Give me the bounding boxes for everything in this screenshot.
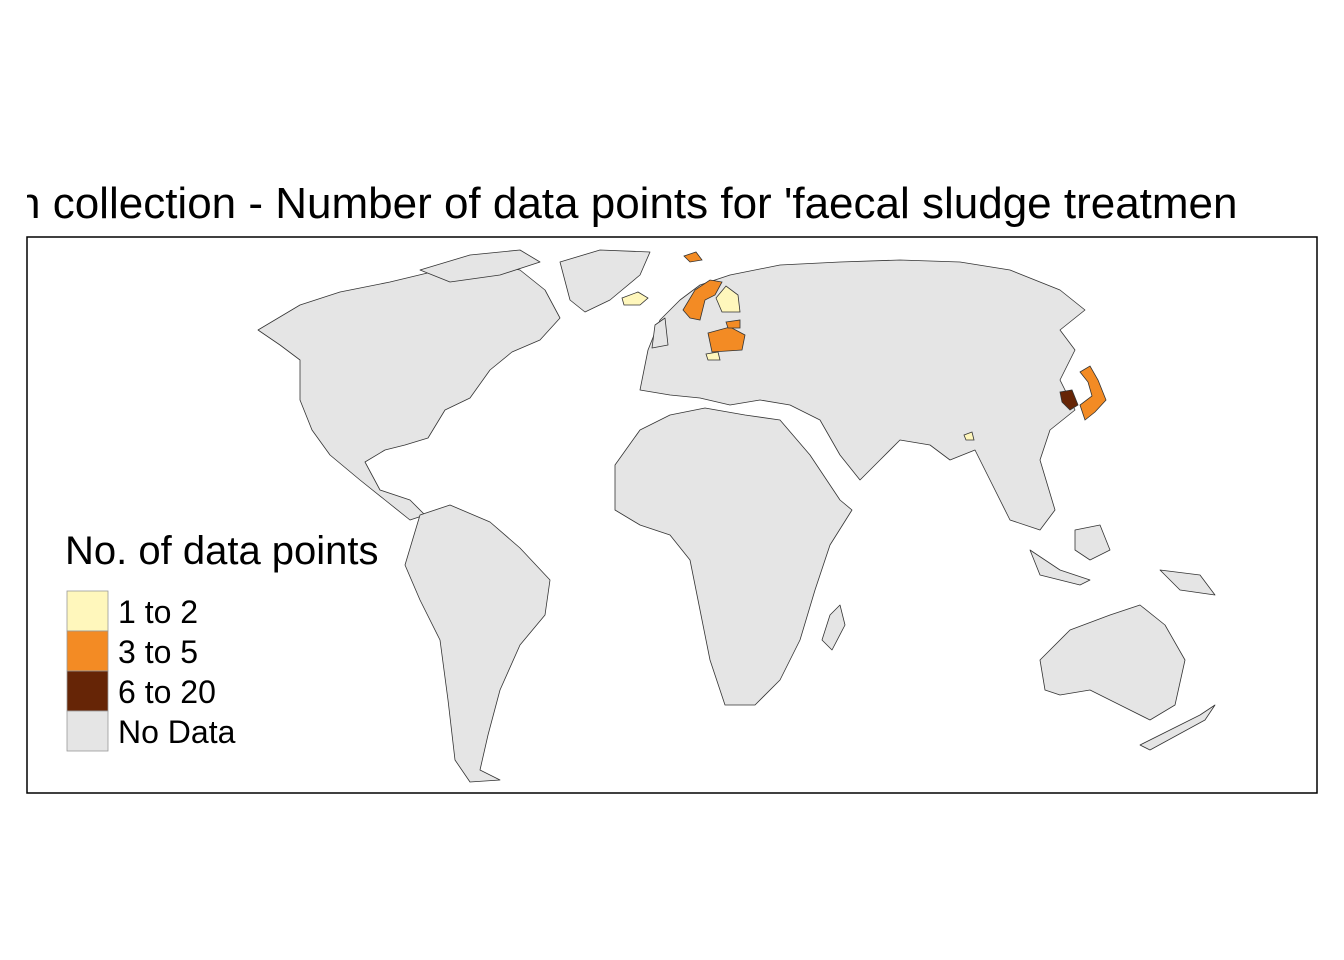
norway-sweden [682,279,723,321]
legend-swatch [66,710,109,752]
land-masses [257,249,1216,783]
austria [705,351,721,361]
latvia [725,319,741,329]
greenland [559,249,651,313]
legend-label: 6 to 20 [118,674,216,710]
south-america [404,504,551,783]
uk [651,317,669,349]
legend-label: 1 to 2 [118,594,198,630]
legend-swatch [66,590,109,632]
new-guinea [1159,569,1216,596]
map-frame [26,236,1318,794]
new-zealand [1139,704,1216,751]
africa [614,407,853,706]
borneo [1074,524,1111,561]
iceland [621,291,649,306]
legend-label: 3 to 5 [118,634,198,670]
legend-label: No Data [118,714,236,750]
finland [715,285,741,313]
madagascar [821,604,846,651]
australia [1039,604,1186,721]
poland [707,326,746,353]
map-title: n collection - Number of data points for… [16,179,1238,228]
arctic-islands [419,249,541,283]
japan [1079,365,1107,421]
legend-title: No. of data points [65,529,379,573]
korea [1059,389,1079,411]
indonesia [1029,549,1091,586]
eurasia [639,259,1086,531]
legend-swatch [66,630,109,672]
bhutan [963,431,975,441]
legend: No. of data points 1 to 2 3 to 5 6 to 20 No… [65,529,379,752]
legend-swatch [66,670,109,712]
highlighted-countries [621,251,1107,441]
svalbard [683,251,703,263]
